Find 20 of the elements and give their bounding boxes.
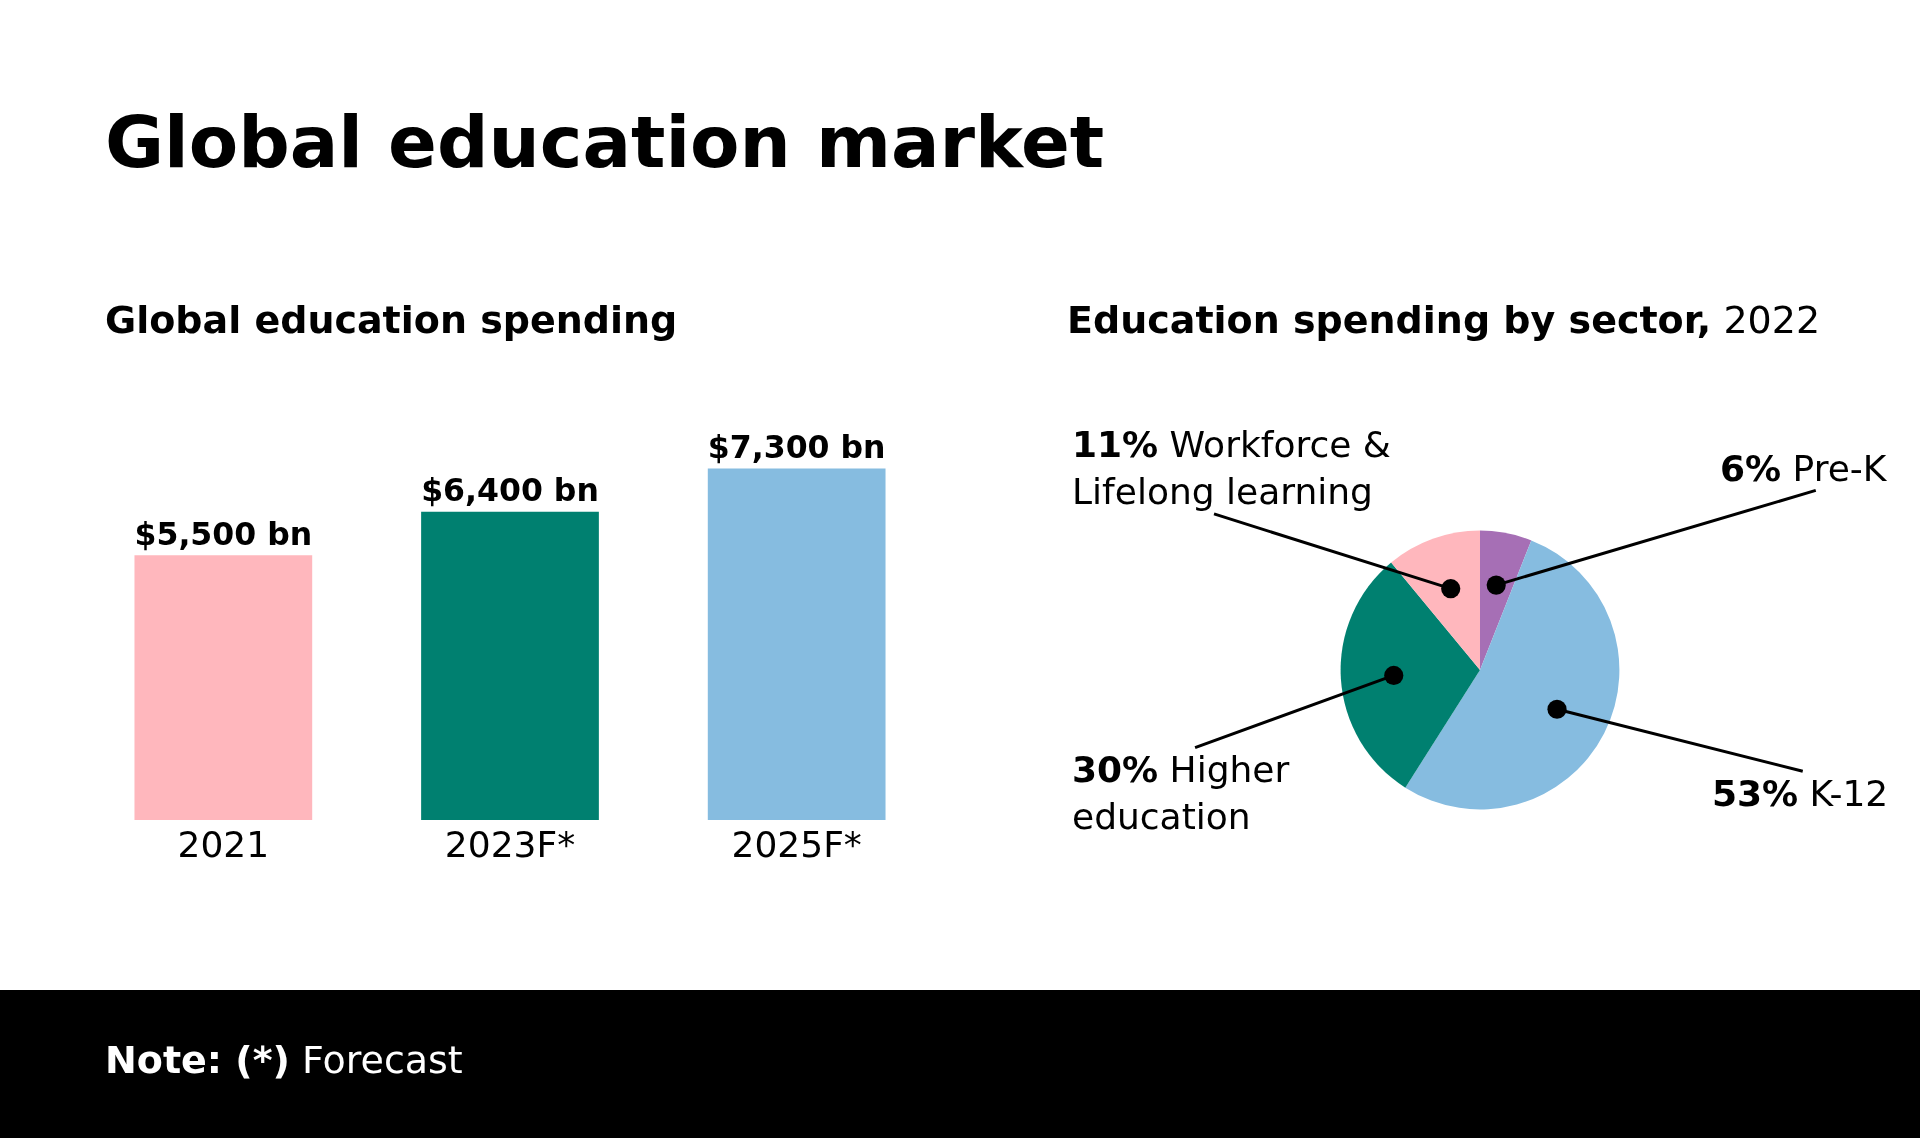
text: Note: (*) Forecast	[105, 1038, 463, 1082]
slice-label: Pre-K	[1792, 448, 1887, 489]
chart-title: Global education market	[105, 100, 1105, 184]
slice-label: K-12	[1809, 773, 1889, 814]
data-label: $5,500 bn	[134, 515, 313, 552]
data-label: $6,400 bn	[421, 472, 599, 509]
x-tick-label: 2025F*	[731, 824, 862, 865]
data-label: 30%	[1072, 749, 1159, 790]
pie-slice	[1391, 530, 1480, 670]
x-tick-label: 2021	[177, 824, 270, 865]
pie-slice	[1480, 530, 1532, 670]
pie-slice	[1340, 562, 1480, 788]
data-label: 11%	[1072, 424, 1159, 465]
pie-slice	[1405, 540, 1620, 810]
data-label: 53%	[1712, 773, 1799, 814]
data-label: 6%	[1720, 448, 1782, 489]
chart-title: Education spending by sector, 2022	[1067, 298, 1821, 342]
chart-subtitle: Global education spending	[105, 298, 678, 342]
x-tick-label: 2023F*	[444, 824, 576, 865]
data-label: $7,300 bn	[707, 429, 886, 466]
